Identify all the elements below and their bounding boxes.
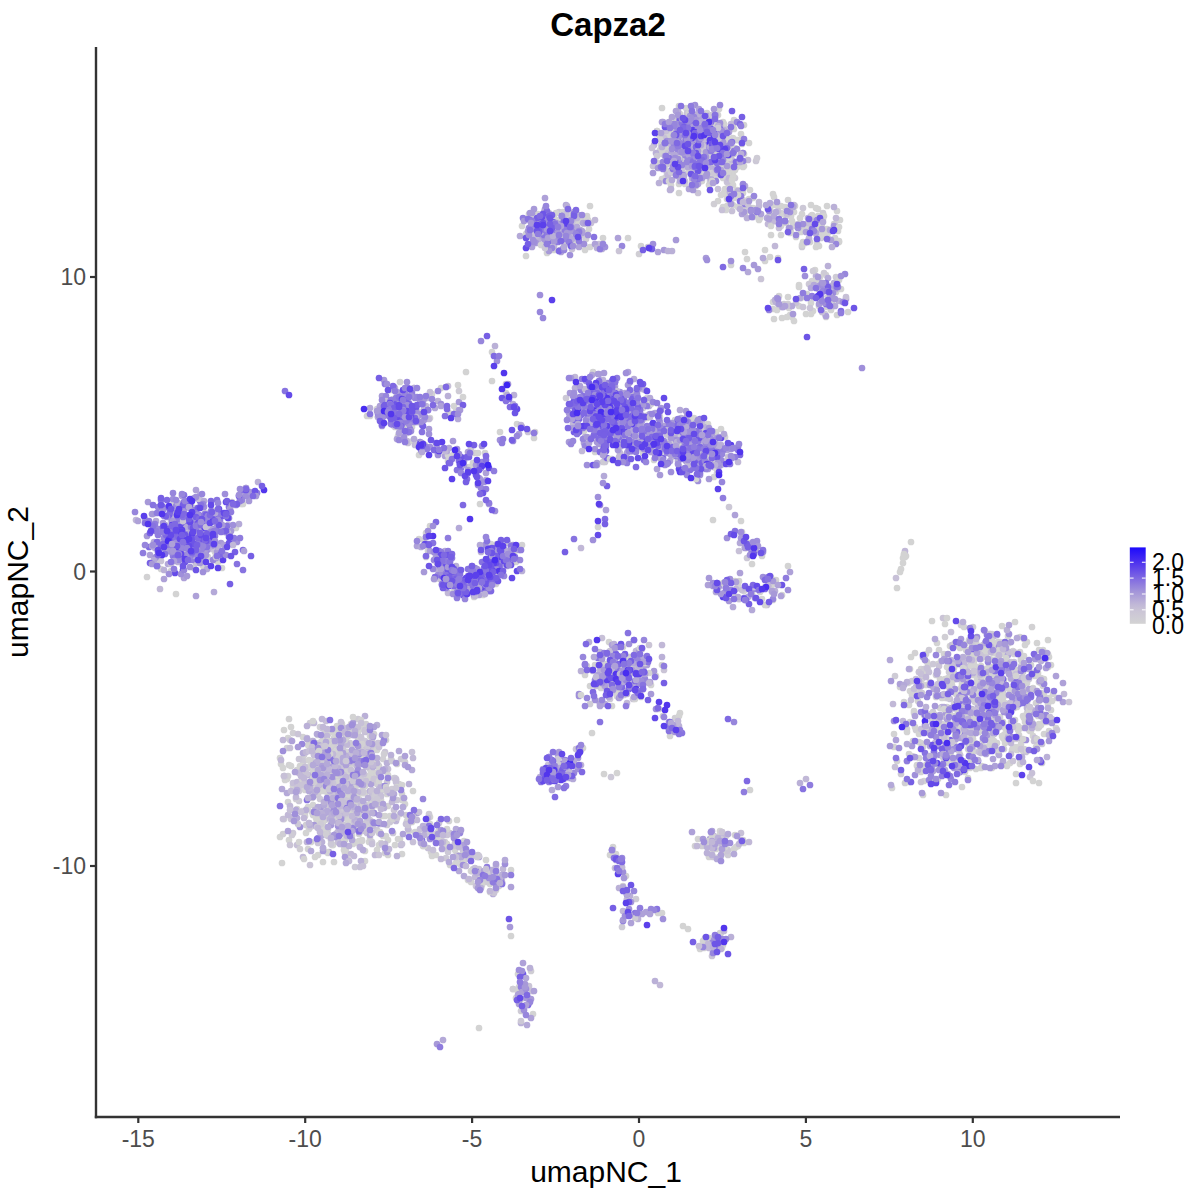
svg-text:10: 10 [60,264,86,290]
svg-text:0.0: 0.0 [1152,613,1184,639]
svg-text:umapNC_2: umapNC_2 [1,506,34,658]
svg-text:-5: -5 [462,1126,482,1152]
svg-text:-10: -10 [53,853,86,879]
svg-text:Capza2: Capza2 [550,6,666,43]
svg-text:umapNC_1: umapNC_1 [530,1155,682,1188]
svg-text:0: 0 [73,559,86,585]
svg-text:5: 5 [800,1126,813,1152]
svg-text:-15: -15 [122,1126,155,1152]
svg-text:0: 0 [633,1126,646,1152]
svg-text:10: 10 [960,1126,986,1152]
svg-text:-10: -10 [289,1126,322,1152]
